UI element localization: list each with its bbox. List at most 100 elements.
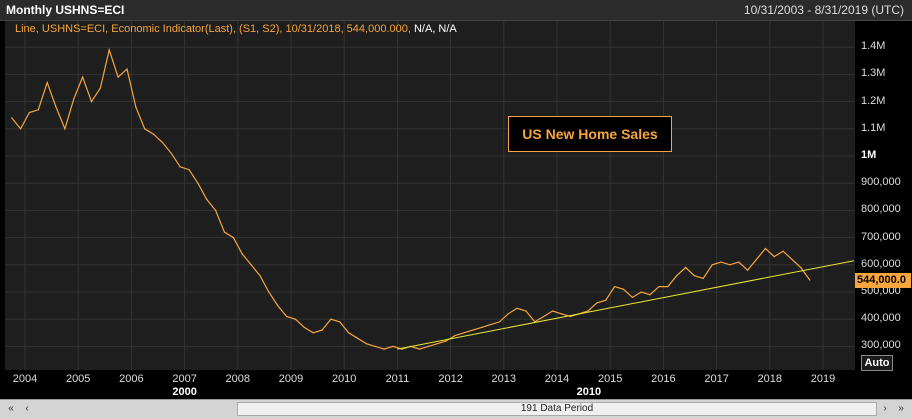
data-point: [294, 318, 296, 320]
x-tick-label: 2011: [385, 373, 410, 385]
data-point: [374, 345, 376, 347]
data-point: [614, 286, 616, 288]
data-point: [596, 302, 598, 304]
scroll-left-icon[interactable]: ‹: [25, 403, 29, 414]
title-bar: Monthly USHNS=ECI 10/31/2003 - 8/31/2019…: [0, 0, 912, 21]
last-value-marker: 544,000.0: [855, 273, 911, 288]
plot-area[interactable]: [5, 21, 855, 370]
data-point: [392, 345, 394, 347]
data-point: [170, 152, 172, 154]
data-point: [215, 209, 217, 211]
data-point: [507, 313, 509, 315]
legend-na: N/A, N/A: [413, 23, 457, 35]
data-point: [356, 337, 359, 339]
chart-svg[interactable]: [5, 21, 855, 370]
data-point: [454, 334, 456, 337]
scroll-first-icon[interactable]: «: [8, 403, 14, 414]
data-point: [782, 250, 784, 252]
data-point: [622, 288, 625, 290]
y-tick-label: 1M: [861, 149, 877, 161]
data-point: [383, 348, 385, 350]
data-point: [144, 128, 146, 130]
y-tick-label: 1.1M: [861, 121, 886, 134]
x-tick-label: 2014: [544, 373, 570, 385]
data-point: [117, 76, 119, 78]
data-point: [90, 101, 93, 103]
y-tick-label: 500,000: [861, 285, 901, 297]
data-point: [188, 169, 190, 171]
data-point: [658, 286, 660, 288]
data-point: [330, 318, 332, 320]
data-point: [250, 264, 252, 266]
data-point: [99, 87, 101, 89]
data-point: [277, 305, 279, 307]
data-point: [108, 49, 110, 51]
data-point: [436, 343, 438, 345]
data-point: [419, 348, 421, 350]
x-tick-label: 2007: [172, 373, 197, 385]
data-point: [206, 198, 208, 201]
x-tick-label: 2017: [704, 373, 729, 385]
data-point: [427, 345, 429, 347]
data-point: [46, 82, 48, 84]
date-range: 10/31/2003 - 8/31/2019 (UTC): [743, 3, 904, 17]
x-major-label: 2010: [576, 386, 602, 398]
data-point: [135, 106, 137, 108]
data-point: [197, 182, 199, 184]
data-point: [82, 76, 84, 78]
x-tick-label: 2015: [597, 373, 623, 385]
data-point: [516, 307, 518, 309]
data-point: [791, 258, 793, 260]
x-axis[interactable]: 2004 2005 2006 2007 2008 2009 2010 2011 2012 2013…: [5, 370, 855, 398]
data-point: [472, 329, 474, 331]
data-point: [481, 326, 483, 328]
data-point: [463, 332, 465, 334]
data-point: [693, 275, 696, 277]
auto-scale-button[interactable]: Auto: [861, 355, 893, 371]
data-point: [773, 256, 775, 258]
data-point: [560, 313, 563, 315]
data-point: [20, 128, 22, 130]
data-point: [569, 315, 571, 318]
data-point: [747, 269, 749, 271]
data-point: [800, 266, 802, 269]
x-tick-label: 2018: [757, 373, 783, 385]
y-tick-label: 400,000: [861, 312, 901, 325]
chart-title: Monthly USHNS=ECI: [6, 3, 125, 17]
data-point: [543, 315, 545, 318]
data-point: [525, 310, 527, 312]
x-tick-label: 2004: [12, 373, 38, 385]
data-point: [268, 291, 270, 293]
y-tick-label: 1.4M: [861, 40, 886, 53]
data-point: [339, 321, 341, 323]
data-point: [809, 279, 811, 281]
data-point: [37, 109, 39, 111]
trend-line[interactable]: [397, 260, 855, 350]
data-point: [126, 68, 128, 70]
scroll-last-icon[interactable]: »: [898, 403, 904, 414]
data-point: [702, 277, 704, 279]
data-point: [232, 237, 234, 239]
x-tick-label: 2006: [119, 373, 144, 385]
data-point: [259, 275, 261, 277]
data-point: [55, 106, 57, 108]
scroll-right-icon[interactable]: ›: [883, 403, 887, 414]
y-tick-label: 800,000: [861, 203, 901, 216]
data-point: [348, 332, 350, 334]
x-tick-label: 2019: [810, 373, 836, 385]
y-tick-label: 900,000: [861, 176, 901, 189]
time-scrollbar[interactable]: « ‹ 191 Data Period › »: [0, 399, 912, 419]
scrollbar-thumb[interactable]: 191 Data Period: [237, 402, 877, 416]
data-point: [64, 128, 66, 130]
data-point: [223, 231, 226, 233]
data-point: [738, 261, 740, 263]
y-axis[interactable]: 1.4M 1.3M 1.2M 1.1M 1M 900,000 800,000 700,000 6…: [855, 21, 912, 370]
annotation-box[interactable]: US New Home Sales: [508, 116, 672, 152]
data-point: [161, 141, 163, 143]
x-tick-label: 2010: [331, 373, 357, 385]
data-point: [676, 275, 678, 277]
y-tick-label: 300,000: [861, 339, 901, 352]
data-point: [685, 266, 687, 269]
data-point: [489, 324, 492, 326]
